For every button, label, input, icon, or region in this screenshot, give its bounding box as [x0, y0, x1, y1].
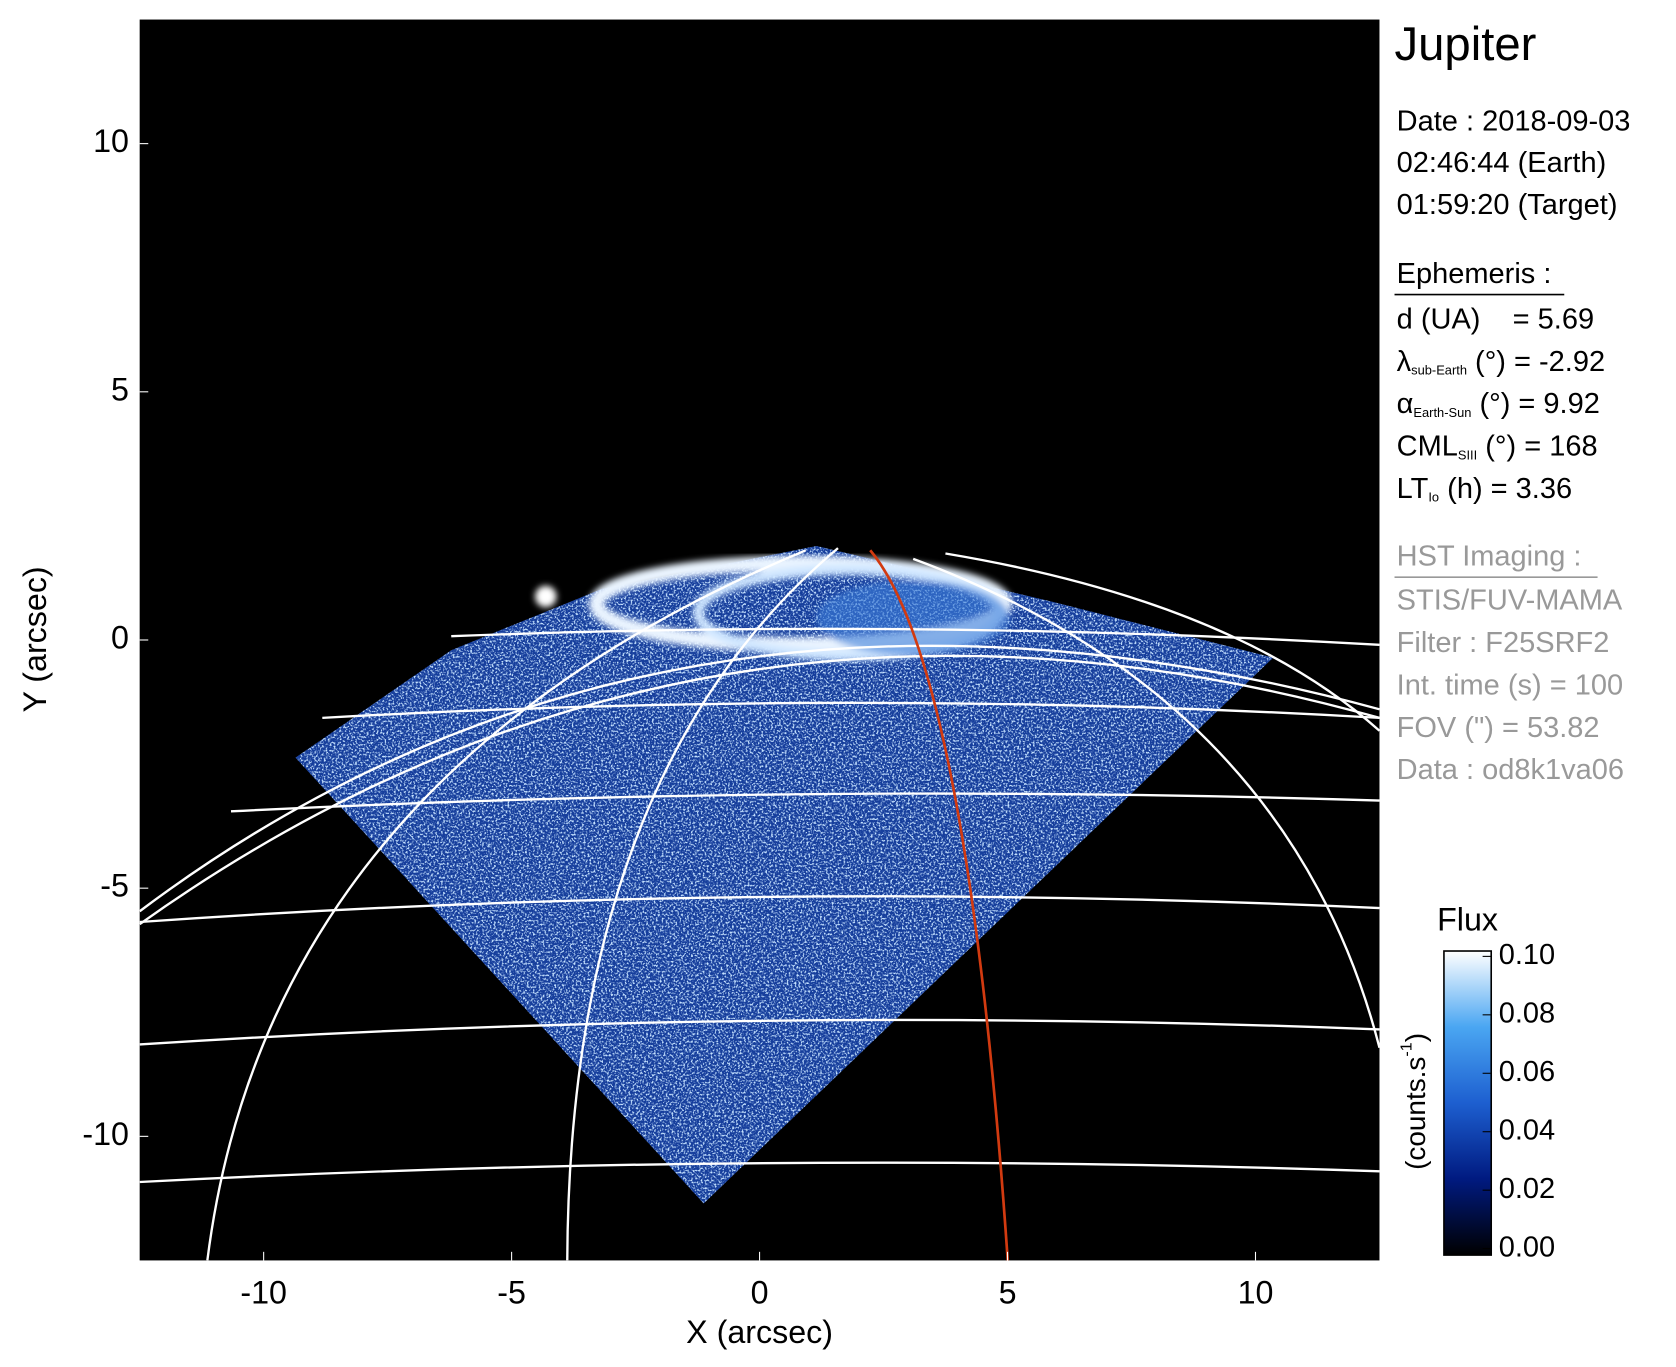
title: Jupiter — [1395, 18, 1537, 71]
colorbar-tick-label: 0.08 — [1499, 997, 1555, 1029]
time-target: 01:59:20 (Target) — [1397, 189, 1618, 221]
x-axis-label: X (arcsec) — [686, 1314, 833, 1350]
y-tick-label: 5 — [111, 371, 129, 407]
label-end: ) — [1401, 1033, 1432, 1042]
imaging: STIS/FUV-MAMA Filter : F25SRF2 Int. time (… — [1397, 585, 1624, 787]
aurora — [535, 555, 1013, 661]
colorbar-title: Flux — [1437, 902, 1498, 938]
subscript: Earth-Sun — [1413, 405, 1471, 420]
y-axis-label: Y (arcsec) — [17, 566, 53, 712]
colorbar-tick-label: 0.02 — [1499, 1173, 1555, 1205]
x-tick-label: 0 — [751, 1274, 769, 1310]
imaging-row: Data : od8k1va06 — [1397, 754, 1624, 786]
ephemeris-row: CMLSIII (°) = 168 — [1397, 430, 1598, 462]
colorbar-tick-label: 0.04 — [1499, 1114, 1555, 1146]
x-tick-label: -5 — [497, 1274, 526, 1310]
colorbar-tick-label: 0.06 — [1499, 1056, 1555, 1088]
main: LT — [1397, 473, 1429, 505]
y-tick-label: -5 — [100, 868, 129, 904]
y-tick-label: -10 — [82, 1116, 129, 1152]
date: Date : 2018-09-03 — [1397, 105, 1631, 137]
rest: (°) = 9.92 — [1471, 388, 1599, 420]
colorbar-label: (counts.s-1) — [1398, 1033, 1432, 1170]
label-text: (counts.s — [1401, 1057, 1432, 1170]
subscript: SIII — [1458, 448, 1477, 463]
x-tick-label: 5 — [999, 1274, 1017, 1310]
ephemeris-row: d (UA) = 5.69 — [1397, 303, 1594, 335]
imaging-row: Int. time (s) = 100 — [1397, 669, 1623, 701]
main: CML — [1397, 430, 1458, 462]
rest: (°) = 168 — [1477, 430, 1597, 462]
imaging-heading: HST Imaging : — [1397, 540, 1582, 572]
imaging-row: Filter : F25SRF2 — [1397, 627, 1610, 659]
colorbar-tick-label: 0.10 — [1499, 939, 1555, 971]
x-tick-label: -10 — [240, 1274, 287, 1310]
y-tick-label: 0 — [111, 620, 129, 656]
colorbar-tick-label: 0.00 — [1499, 1231, 1555, 1263]
rest: (°) = -2.92 — [1467, 345, 1605, 377]
label-sup: -1 — [1398, 1042, 1416, 1056]
main: α — [1397, 388, 1414, 420]
subscript: sub-Earth — [1411, 363, 1467, 378]
planet-grid — [139, 547, 1380, 1261]
subscript: Io — [1428, 490, 1439, 505]
colorbar — [1443, 950, 1493, 1256]
ephemeris-row: λsub-Earth (°) = -2.92 — [1397, 345, 1605, 377]
ephemeris: d (UA) = 5.69 λsub-Earth (°) = -2.92 αEart… — [1397, 303, 1605, 505]
rest: (h) = 3.36 — [1439, 473, 1572, 505]
time-earth: 02:46:44 (Earth) — [1397, 147, 1607, 179]
imaging-row: FOV (") = 53.82 — [1397, 712, 1600, 744]
main: d (UA) = 5.69 — [1397, 303, 1594, 335]
y-tick-label: 10 — [93, 123, 129, 159]
main: λ — [1397, 345, 1412, 377]
x-tick-label: 10 — [1238, 1274, 1274, 1310]
ephemeris-row: LTIo (h) = 3.36 — [1397, 473, 1572, 505]
ephemeris-row: αEarth-Sun (°) = 9.92 — [1397, 388, 1600, 420]
imaging-row: STIS/FUV-MAMA — [1397, 585, 1623, 617]
ephemeris-heading: Ephemeris : — [1397, 258, 1552, 290]
